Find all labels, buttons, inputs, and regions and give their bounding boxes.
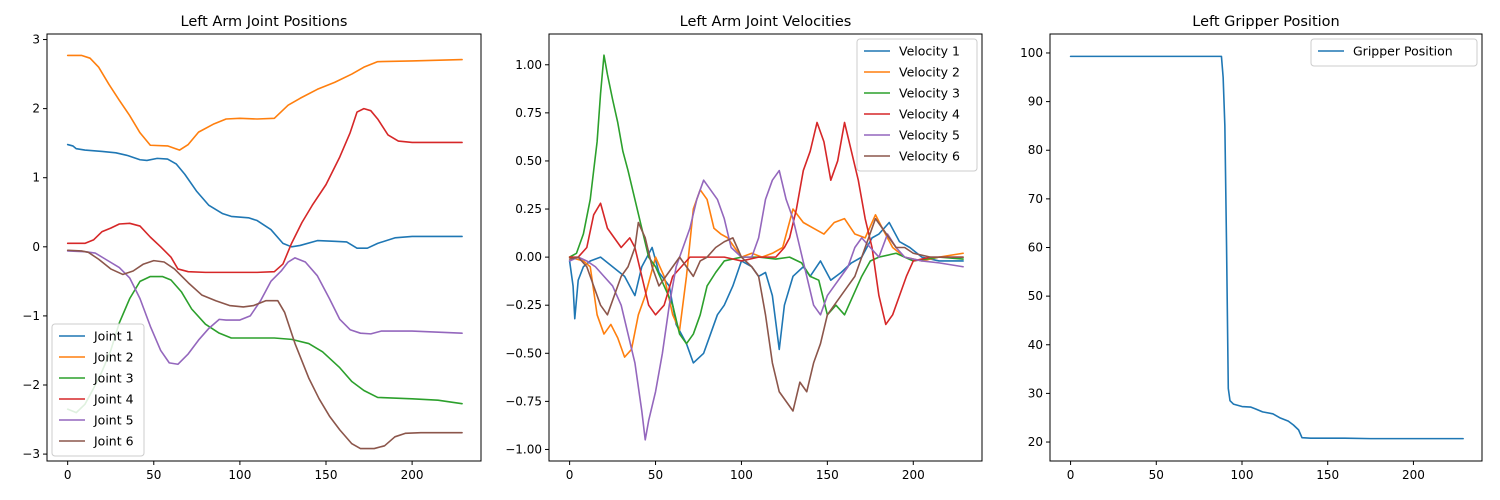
legend-label: Velocity 1 <box>899 44 960 59</box>
y-tick-label: 30 <box>1028 386 1043 400</box>
series-line-velocity-2 <box>568 189 964 358</box>
y-tick-label: 0.00 <box>515 250 542 264</box>
y-tick-label: 70 <box>1028 192 1043 206</box>
legend-label: Velocity 4 <box>899 107 960 122</box>
legend-label: Gripper Position <box>1353 44 1453 59</box>
x-tick-label: 150 <box>1316 468 1339 482</box>
x-tick-label: 0 <box>1067 468 1075 482</box>
series-line-joint-1 <box>66 143 463 249</box>
series-line-joint-6 <box>66 249 463 450</box>
y-tick-label: 0.25 <box>515 202 542 216</box>
x-tick-label: 150 <box>816 468 839 482</box>
y-tick-label: 60 <box>1028 241 1043 255</box>
plot-frame <box>46 33 482 462</box>
joint-velocities-chart: Left Arm Joint Velocities 0 50 100 150 200 −1.… <box>505 14 983 482</box>
x-tick-label: 200 <box>902 468 925 482</box>
gripper-position-chart: Left Gripper Position 0 50 100 150 200 20 30 40 5… <box>1020 14 1483 482</box>
series-line-joint-4 <box>66 107 463 274</box>
y-tick-label: 1 <box>32 171 40 185</box>
chart-title: Left Gripper Position <box>1192 14 1339 30</box>
x-tick-label: 0 <box>64 468 72 482</box>
x-tick-label: 100 <box>730 468 753 482</box>
legend: Joint 1 Joint 2 Joint 3 Joint 4 Joint 5 Joint… <box>51 323 145 457</box>
x-tick-label: 100 <box>228 468 251 482</box>
x-tick-label: 100 <box>1231 468 1254 482</box>
legend: Velocity 1 Velocity 2 Velocity 3 Velocity 4… <box>856 38 978 172</box>
x-tick-label: 200 <box>1402 468 1425 482</box>
legend-label: Velocity 2 <box>899 65 960 80</box>
series-line-velocity-4 <box>568 121 964 326</box>
x-tick-label: 50 <box>648 468 663 482</box>
legend-label: Velocity 6 <box>899 149 960 164</box>
y-tick-label: 90 <box>1028 95 1043 109</box>
legend-box <box>1310 38 1478 67</box>
series-group <box>568 54 964 441</box>
x-tick-label: 50 <box>146 468 161 482</box>
x-tick-label: 200 <box>401 468 424 482</box>
legend-label: Joint 4 <box>93 392 134 407</box>
chart-title: Left Arm Joint Positions <box>181 14 348 30</box>
y-tick-label: −1.00 <box>505 442 542 456</box>
series-line-joint-5 <box>66 250 463 366</box>
y-tick-label: 3 <box>32 33 40 47</box>
legend-label: Joint 1 <box>93 329 134 344</box>
y-tick-label: −0.50 <box>505 346 542 360</box>
y-tick-label: 80 <box>1028 143 1043 157</box>
y-tick-label: 1.00 <box>515 58 542 72</box>
y-tick-label: −0.25 <box>505 298 542 312</box>
y-tick-label: 0.50 <box>515 154 542 168</box>
joint-positions-chart: Left Arm Joint Positions 0 50 100 150 200 −3 −2… <box>22 14 482 482</box>
series-line-joint-2 <box>66 54 463 151</box>
y-tick-label: 0 <box>32 240 40 254</box>
y-tick-label: −2 <box>22 378 40 392</box>
y-tick-label: 50 <box>1028 289 1043 303</box>
series-line-velocity-6 <box>568 217 964 412</box>
series-line-velocity-5 <box>568 169 964 441</box>
y-tick-label: 0.75 <box>515 106 542 120</box>
series-line-gripper-1 <box>1069 55 1464 440</box>
y-tick-label: −3 <box>22 447 40 461</box>
x-tick-label: 50 <box>1149 468 1164 482</box>
x-tick-label: 150 <box>315 468 338 482</box>
legend-label: Joint 5 <box>93 413 134 428</box>
y-tick-label: 2 <box>32 102 40 116</box>
series-group <box>1069 55 1464 440</box>
legend-label: Velocity 5 <box>899 128 960 143</box>
y-tick-label: 40 <box>1028 338 1043 352</box>
plot-frame <box>548 33 983 462</box>
series-line-velocity-3 <box>568 54 964 345</box>
y-tick-label: 100 <box>1020 46 1043 60</box>
series-line-velocity-1 <box>568 221 964 364</box>
legend-label: Joint 3 <box>93 371 134 386</box>
legend-label: Joint 2 <box>93 350 134 365</box>
chart-title: Left Arm Joint Velocities <box>680 14 852 30</box>
legend-label: Joint 6 <box>93 434 134 449</box>
y-tick-label: −0.75 <box>505 394 542 408</box>
y-tick-label: 20 <box>1028 435 1043 449</box>
legend-label: Velocity 3 <box>899 86 960 101</box>
plot-frame <box>1049 33 1483 462</box>
x-tick-label: 0 <box>566 468 574 482</box>
y-tick-label: −1 <box>22 309 40 323</box>
legend: Gripper Position <box>1310 38 1478 67</box>
